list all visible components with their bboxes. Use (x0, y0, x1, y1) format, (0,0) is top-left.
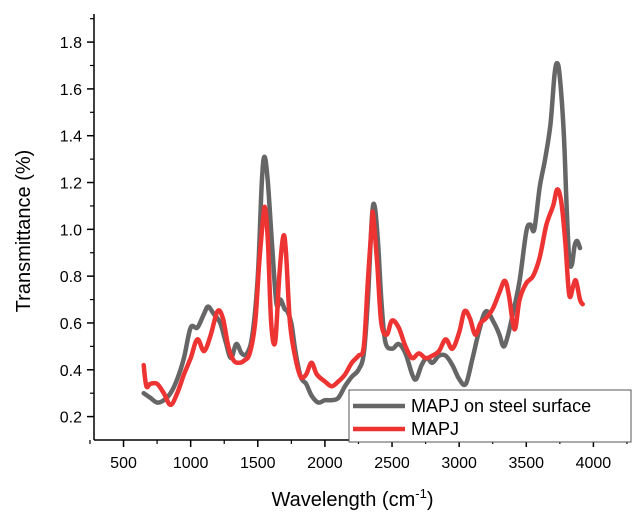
y-axis-title: Transmittance (%) (13, 150, 35, 313)
y-tick-label: 0.8 (60, 269, 82, 286)
y-tick-label: 1.4 (60, 129, 82, 146)
legend: MAPJ on steel surface MAPJ (348, 389, 632, 443)
legend-label-mapj: MAPJ (411, 419, 459, 439)
y-tick-label: 1.6 (60, 82, 82, 99)
x-tick-label: 3500 (508, 455, 544, 472)
legend-label-mapj-on-steel-surface: MAPJ on steel surface (411, 396, 591, 416)
x-tick-label: 3000 (441, 455, 477, 472)
plot-area (141, 60, 585, 408)
axes: 500 1000 1500 2000 2500 3000 3500 4000 0.2 0.4 0.6… (13, 14, 631, 511)
x-tick-label: 2500 (374, 455, 410, 472)
x-tick-label: 2000 (307, 455, 343, 472)
x-axis-title: Wavelength (cm-1) (272, 486, 434, 511)
x-tick-label: 500 (110, 455, 137, 472)
y-tick-label: 1.2 (60, 176, 82, 193)
x-tick-label: 1500 (240, 455, 276, 472)
y-tick-label: 0.4 (60, 363, 82, 380)
y-tick-label: 1.8 (60, 35, 82, 52)
x-tick-label: 4000 (576, 455, 612, 472)
x-tick-label: 1000 (173, 455, 209, 472)
y-tick-label: 0.2 (60, 410, 82, 427)
legend-box (348, 389, 632, 443)
y-tick-label: 0.6 (60, 316, 82, 333)
y-tick-label: 1.0 (60, 222, 82, 239)
series-line-mapj (141, 187, 585, 408)
